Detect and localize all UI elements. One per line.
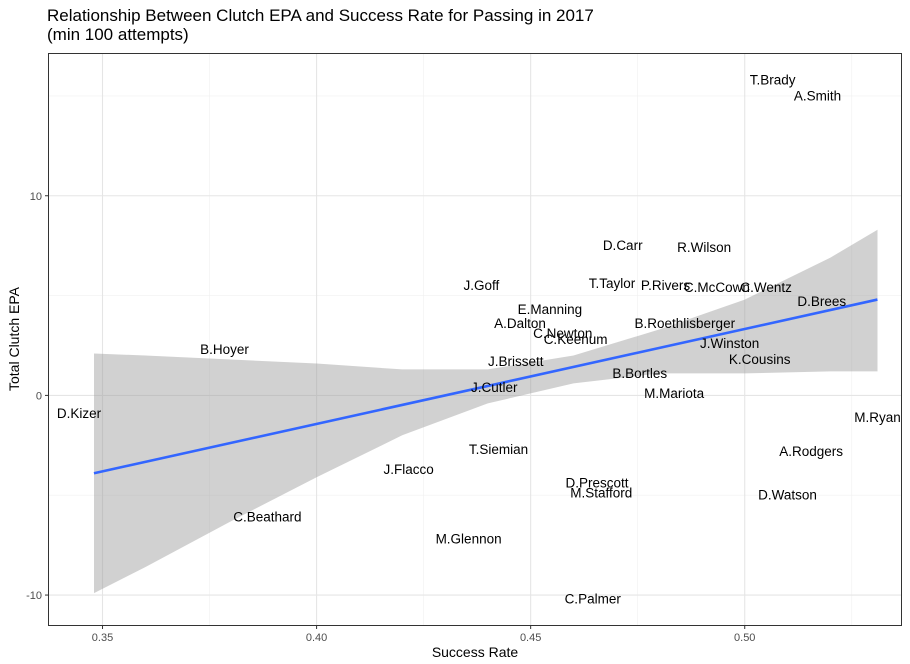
point-label: B.Roethlisberger [635, 316, 736, 331]
point-label: R.Wilson [677, 240, 731, 255]
chart-subtitle: (min 100 attempts) [47, 25, 189, 44]
point-label: B.Hoyer [200, 342, 249, 357]
point-label: J.Brissett [488, 354, 544, 369]
point-label: C.Wentz [740, 280, 792, 295]
point-label: C.McCown [684, 280, 750, 295]
point-label: K.Cousins [729, 352, 791, 367]
confidence-band-layer [94, 229, 878, 594]
point-label: A.Rodgers [779, 444, 843, 459]
point-label: T.Siemian [469, 442, 528, 457]
point-label: J.Winston [700, 336, 759, 351]
point-label: M.Ryan [854, 410, 901, 425]
point-label: D.Prescott [565, 476, 628, 491]
point-label: J.Goff [464, 278, 500, 293]
point-label: A.Dalton [494, 316, 546, 331]
y-tick-label: 10 [30, 191, 42, 203]
point-label: C.Beathard [233, 510, 301, 525]
x-tick-label: 0.40 [306, 632, 327, 644]
trend-line [93, 298, 878, 475]
plot-panel [48, 53, 902, 626]
x-tick-label: 0.45 [520, 632, 541, 644]
axes: 0.35 0.40 0.45 0.50 -10 0 10 [26, 191, 755, 644]
confidence-band [94, 229, 878, 594]
point-label: B.Bortles [612, 366, 667, 381]
point-label: D.Carr [603, 238, 643, 253]
y-axis-title: Total Clutch EPA [6, 286, 22, 391]
x-axis-title: Success Rate [432, 644, 519, 660]
point-label: T.Taylor [589, 276, 636, 291]
point-label: D.Watson [758, 488, 817, 503]
point-label: C.Keenum [544, 332, 608, 347]
point-label: T.Brady [750, 73, 796, 88]
point-label: P.Rivers [641, 278, 691, 293]
point-label: E.Manning [518, 302, 583, 317]
trend-line-layer [93, 298, 878, 475]
point-label: M.Stafford [570, 486, 632, 501]
point-label: M.Glennon [436, 532, 502, 547]
chart-title: Relationship Between Clutch EPA and Succ… [47, 6, 594, 25]
point-label: D.Brees [797, 294, 846, 309]
y-tick-label: 0 [36, 390, 42, 402]
point-label: C.Newton [533, 326, 592, 341]
plot-border [48, 53, 902, 626]
point-label: C.Palmer [565, 592, 622, 607]
grid [49, 54, 901, 625]
x-tick-label: 0.35 [92, 632, 113, 644]
point-label: J.Cutler [471, 380, 518, 395]
x-tick-label: 0.50 [734, 632, 755, 644]
point-label: J.Flacco [383, 462, 433, 477]
point-label: A.Smith [794, 88, 841, 103]
point-label: D.Kizer [57, 406, 102, 421]
y-tick-label: -10 [26, 590, 42, 602]
point-label: M.Mariota [644, 386, 705, 401]
